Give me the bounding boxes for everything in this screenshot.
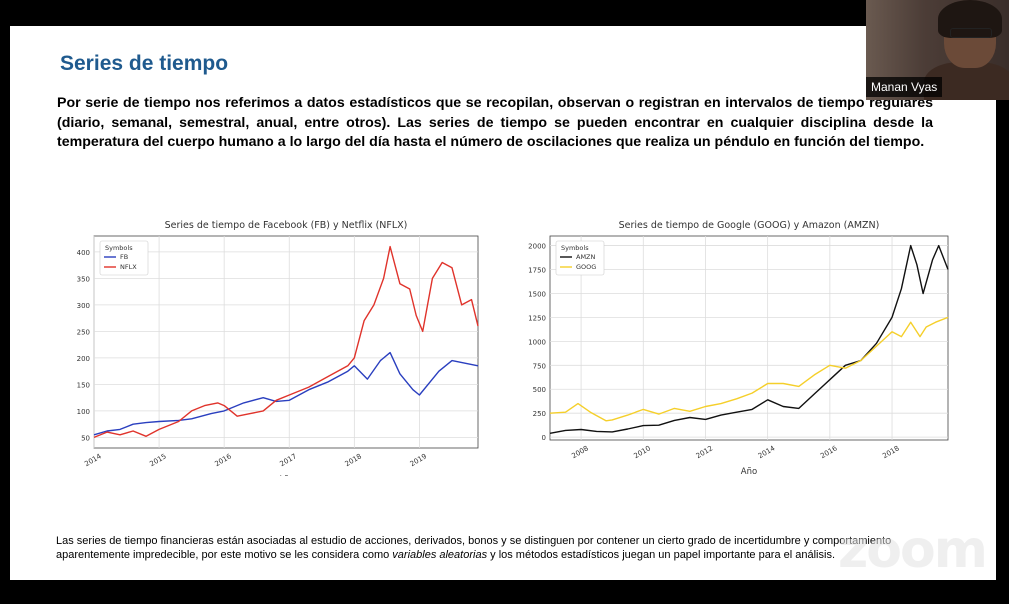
footer-text-b: y los métodos estadísticos juegan un pap… — [487, 549, 836, 561]
y-tick-label: 250 — [533, 410, 546, 418]
legend-label-nflx: NFLX — [120, 263, 137, 271]
x-tick-label: 2014 — [757, 444, 777, 460]
y-tick-label: 1500 — [528, 290, 546, 298]
y-tick-label: 100 — [77, 408, 90, 416]
y-tick-label: 750 — [533, 362, 546, 370]
webcam-participant-name: Manan Vyas — [866, 77, 943, 97]
x-tick-label: 2018 — [881, 444, 900, 460]
x-tick-label: 2015 — [148, 452, 167, 468]
y-tick-label: 1000 — [528, 338, 546, 346]
y-tick-label: 2000 — [528, 243, 546, 251]
y-tick-label: 500 — [533, 386, 546, 394]
x-tick-label: 2016 — [819, 444, 839, 460]
zoom-watermark: zoom — [838, 520, 988, 580]
y-tick-label: 250 — [77, 328, 90, 336]
x-axis-label: Año — [278, 475, 294, 476]
webcam-tile[interactable]: Manan Vyas — [866, 0, 1009, 100]
webcam-person-glasses — [950, 28, 992, 38]
y-tick-label: 400 — [77, 249, 90, 257]
x-axis-label: Año — [741, 467, 757, 476]
x-tick-label: 2018 — [344, 452, 363, 468]
series-line-amzn — [549, 244, 949, 434]
slide-title: Series de tiempo — [60, 52, 229, 75]
slide-footer-paragraph: Las series de tiempo financieras están a… — [56, 534, 956, 562]
y-tick-label: 350 — [77, 275, 90, 283]
x-tick-label: 2014 — [83, 452, 103, 468]
y-tick-label: 1250 — [528, 314, 546, 322]
series-line-nflx — [93, 245, 479, 439]
x-tick-label: 2012 — [695, 444, 714, 460]
y-tick-label: 50 — [81, 434, 90, 442]
y-tick-label: 150 — [77, 381, 90, 389]
plot-area — [93, 235, 479, 449]
footer-text-a: Las series de tiempo financieras están a… — [56, 535, 892, 561]
series-line-fb — [93, 351, 479, 436]
x-tick-label: 2019 — [409, 452, 428, 468]
chart-title: Series de tiempo de Facebook (FB) y Netf… — [165, 220, 408, 231]
chart-goog-amzn: Series de tiempo de Google (GOOG) y Amaz… — [528, 220, 949, 476]
legend-title: Symbols — [105, 244, 133, 252]
chart-title: Series de tiempo de Google (GOOG) y Amaz… — [619, 220, 880, 231]
series-line-goog — [549, 316, 949, 422]
y-tick-label: 0 — [542, 434, 546, 442]
plot-area — [549, 235, 949, 441]
x-tick-label: 2017 — [279, 452, 298, 468]
y-tick-label: 300 — [77, 302, 90, 310]
slide-intro-paragraph: Por serie de tiempo nos referimos a dato… — [57, 95, 933, 150]
y-tick-label: 1750 — [528, 267, 546, 275]
legend-label-goog: GOOG — [576, 263, 596, 271]
chart-fb-nflx: Series de tiempo de Facebook (FB) y Netf… — [77, 220, 479, 476]
legend-label-fb: FB — [120, 253, 128, 261]
y-tick-label: 200 — [77, 355, 90, 363]
x-tick-label: 2008 — [570, 444, 589, 460]
slide-panel: Series de tiempo Por serie de tiempo nos… — [10, 26, 996, 580]
legend-label-amzn: AMZN — [576, 253, 596, 261]
x-tick-label: 2016 — [213, 452, 233, 468]
x-tick-label: 2010 — [633, 444, 652, 460]
footer-text-italic: variables aleatorias — [392, 549, 488, 561]
legend-title: Symbols — [561, 244, 589, 252]
